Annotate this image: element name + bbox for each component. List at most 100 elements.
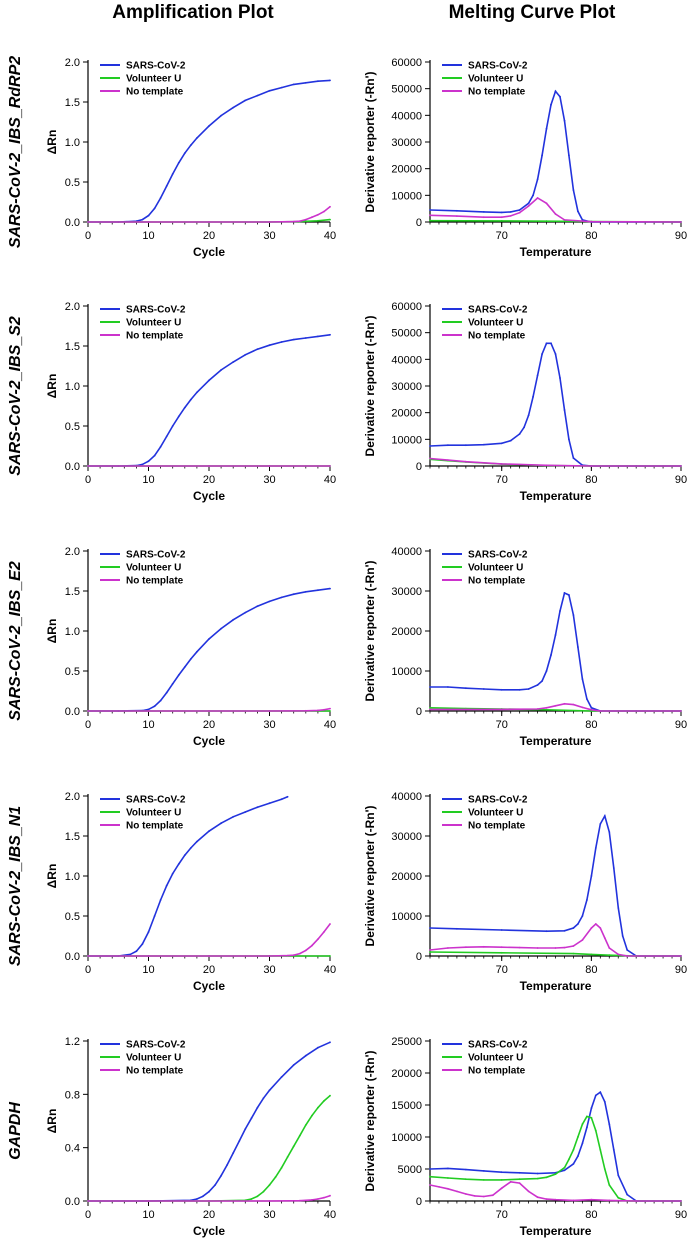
data-point bbox=[621, 935, 624, 937]
legend-label: Volunteer U bbox=[468, 563, 523, 574]
data-point bbox=[438, 1186, 440, 1188]
data-point bbox=[244, 99, 247, 102]
y-axis-title: ΔRn bbox=[45, 864, 59, 889]
data-point bbox=[292, 954, 295, 957]
data-point bbox=[550, 103, 552, 106]
data-point bbox=[268, 221, 271, 223]
data-point bbox=[286, 954, 289, 957]
data-point bbox=[518, 1182, 521, 1184]
data-point bbox=[572, 945, 575, 947]
data-point bbox=[208, 465, 210, 467]
data-point bbox=[87, 221, 89, 223]
data-point bbox=[292, 1145, 295, 1148]
data-point bbox=[147, 931, 150, 933]
data-point bbox=[626, 949, 629, 951]
data-point bbox=[268, 710, 271, 712]
data-point bbox=[165, 435, 168, 438]
data-point bbox=[577, 646, 579, 648]
data-point bbox=[214, 1184, 217, 1186]
data-point bbox=[563, 702, 566, 705]
data-point bbox=[581, 706, 584, 709]
data-point bbox=[594, 923, 597, 925]
data-point bbox=[262, 1097, 265, 1100]
data-point bbox=[329, 710, 331, 712]
y-tick-label: 0 bbox=[416, 951, 422, 963]
y-tick-label: 0.0 bbox=[65, 706, 80, 718]
data-point bbox=[518, 946, 521, 949]
data-point bbox=[153, 705, 156, 708]
y-tick-label: 50000 bbox=[391, 328, 422, 340]
data-point bbox=[244, 611, 247, 614]
data-point bbox=[536, 947, 539, 949]
data-point bbox=[586, 1115, 588, 1118]
x-tick-label: 0 bbox=[85, 719, 91, 731]
data-point bbox=[465, 1193, 467, 1195]
y-tick-label: 40000 bbox=[391, 546, 422, 558]
y-tick-label: 10000 bbox=[391, 434, 422, 446]
y-tick-label: 10000 bbox=[391, 190, 422, 202]
x-tick-label: 30 bbox=[263, 719, 275, 731]
data-point bbox=[238, 1140, 241, 1142]
series-sars-cov-2 bbox=[87, 587, 331, 712]
data-point bbox=[568, 594, 570, 596]
data-point bbox=[280, 1166, 283, 1169]
data-point bbox=[429, 445, 431, 447]
y-tick-label: 0.0 bbox=[65, 1196, 80, 1208]
data-point bbox=[183, 406, 186, 409]
data-point bbox=[298, 1199, 301, 1202]
data-point bbox=[599, 1091, 602, 1094]
x-tick-label: 30 bbox=[263, 230, 275, 242]
data-point bbox=[208, 710, 210, 712]
series-sars-cov-2 bbox=[429, 813, 682, 957]
data-point bbox=[563, 946, 566, 949]
data-point bbox=[232, 815, 235, 818]
data-point bbox=[165, 185, 168, 187]
data-point bbox=[563, 592, 566, 594]
data-point bbox=[268, 802, 271, 805]
series-no-template bbox=[429, 457, 682, 467]
data-point bbox=[141, 463, 144, 466]
data-point bbox=[268, 955, 271, 957]
data-point bbox=[586, 1126, 588, 1129]
data-point bbox=[447, 1187, 449, 1190]
data-point bbox=[545, 127, 548, 130]
chart-amp-rdrp2: 0 10 20 30 40 0.0 0.5 1.0 1.5 2.0 Cycle ΔRn SARS-CoV… bbox=[45, 57, 336, 259]
legend-label: Volunteer U bbox=[468, 1053, 523, 1064]
data-point bbox=[153, 207, 156, 210]
data-point bbox=[220, 114, 223, 117]
data-point bbox=[554, 90, 557, 93]
data-point bbox=[617, 953, 620, 956]
data-point bbox=[509, 211, 512, 213]
x-tick-label: 30 bbox=[263, 964, 275, 976]
data-point bbox=[159, 899, 162, 901]
data-point bbox=[208, 221, 210, 223]
series-line bbox=[429, 457, 681, 467]
data-point bbox=[536, 684, 539, 686]
y-tick-label: 40000 bbox=[391, 110, 422, 122]
data-point bbox=[317, 80, 319, 83]
data-point bbox=[268, 600, 271, 603]
data-point bbox=[541, 353, 543, 355]
data-point bbox=[608, 954, 611, 957]
legend-label: Volunteer U bbox=[468, 318, 523, 329]
y-tick-label: 0.5 bbox=[65, 666, 80, 678]
data-point bbox=[559, 95, 561, 98]
y-axis-title: ΔRn bbox=[45, 130, 59, 155]
data-point bbox=[87, 465, 89, 467]
y-tick-label: 0.8 bbox=[65, 1089, 80, 1101]
x-tick-label: 0 bbox=[85, 964, 91, 976]
x-tick-label: 80 bbox=[585, 1209, 597, 1221]
row-label: SARS-CoV-2_IBS_S2 bbox=[7, 316, 24, 476]
data-point bbox=[456, 209, 458, 212]
data-point bbox=[317, 1198, 319, 1200]
data-point bbox=[329, 79, 331, 82]
data-point bbox=[599, 927, 602, 929]
data-point bbox=[329, 1094, 331, 1097]
data-point bbox=[509, 215, 512, 217]
series-line bbox=[429, 813, 681, 957]
series-line bbox=[88, 587, 331, 712]
data-point bbox=[256, 806, 259, 809]
y-tick-label: 20000 bbox=[391, 871, 422, 883]
x-tick-label: 10 bbox=[142, 719, 154, 731]
x-tick-label: 90 bbox=[675, 474, 687, 486]
